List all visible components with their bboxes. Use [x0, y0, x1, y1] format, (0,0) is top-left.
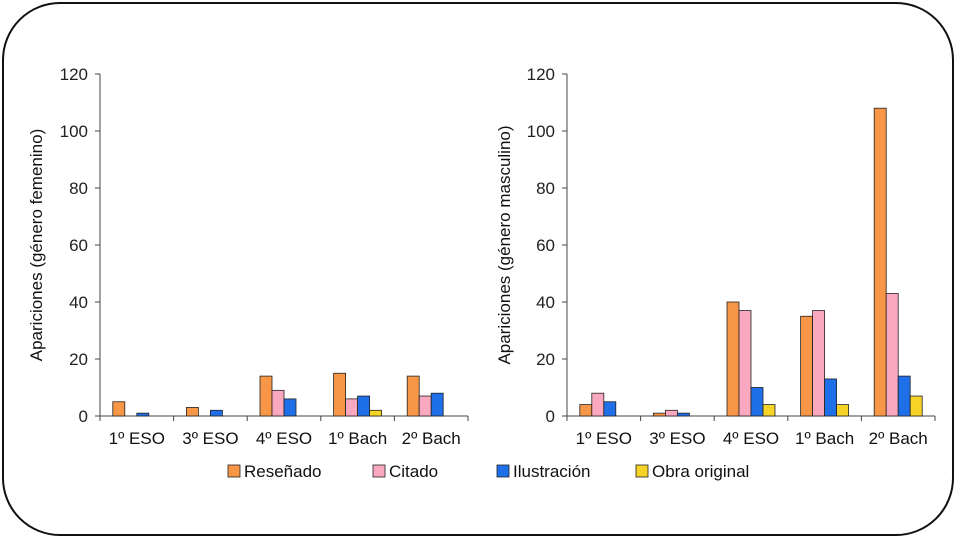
- bar-reseñado: [112, 401, 126, 417]
- x-tick-label: 1º ESO: [576, 429, 632, 448]
- chart-panel-2: 0 20 40 60 80 100 120 Apariciones (género mascu…: [495, 65, 936, 448]
- y-tick-label: 80: [69, 179, 88, 198]
- bar-ilustración: [136, 412, 150, 417]
- bar-ilustración: [603, 401, 617, 417]
- y-tick-label: 40: [536, 293, 555, 312]
- x-tick-label: 3º ESO: [182, 429, 238, 448]
- bar-ilustración: [283, 398, 297, 417]
- y-tick-label: 20: [536, 350, 555, 369]
- x-tick-label: 1º Bach: [795, 429, 854, 448]
- y-tick-label: 60: [536, 236, 555, 255]
- bar-citado: [665, 409, 678, 417]
- bar-reseñado: [406, 375, 420, 417]
- bar-reseñado: [579, 404, 593, 417]
- bar-ilustración: [430, 392, 444, 417]
- rounded-frame: [2, 2, 954, 536]
- bar-citado: [271, 389, 285, 417]
- y-tick-label: 0: [546, 407, 555, 426]
- y-tick-label: 60: [69, 236, 88, 255]
- bar-reseñado: [333, 372, 347, 417]
- bar-reseñado: [726, 301, 740, 417]
- x-tick-label: 2º Bach: [869, 429, 928, 448]
- bar-ilustración: [750, 387, 764, 417]
- legend-label: Ilustración: [513, 462, 590, 481]
- bar-obra-original: [369, 409, 383, 417]
- bar-citado: [812, 310, 825, 417]
- bar-obra-original: [762, 404, 776, 417]
- x-tick-label: 1º ESO: [109, 429, 165, 448]
- x-tick-label: 2º Bach: [402, 429, 461, 448]
- bar-reseñado: [259, 375, 273, 417]
- bar-obra-original: [909, 395, 923, 417]
- bar-ilustración: [357, 395, 371, 417]
- x-tick-label: 1º Bach: [328, 429, 387, 448]
- legend-swatch: [496, 464, 510, 478]
- legend-swatch: [227, 464, 241, 478]
- bar-citado: [885, 293, 899, 417]
- chart-panel-1: 0 20 40 60 80 100 120 Apariciones (género femen…: [27, 65, 469, 448]
- x-tick-label: 4º ESO: [723, 429, 779, 448]
- legend-swatch: [635, 464, 649, 478]
- y-tick-label: 20: [69, 350, 88, 369]
- y-tick-label: 40: [69, 293, 88, 312]
- bar-ilustración: [897, 375, 911, 417]
- bar-ilustración: [677, 412, 690, 417]
- y-tick-label: 120: [60, 65, 88, 84]
- bar-reseñado: [873, 107, 887, 417]
- y-tick-label: 0: [79, 407, 88, 426]
- bar-citado: [345, 398, 359, 417]
- legend-label: Reseñado: [244, 462, 322, 481]
- legend-swatch: [372, 464, 386, 478]
- legend-label: Obra original: [652, 462, 749, 481]
- y-axis-label: Apariciones (género femenino): [27, 129, 46, 361]
- bar-reseñado: [185, 407, 199, 417]
- legend-label: Citado: [389, 462, 438, 481]
- bar-obra-original: [836, 404, 849, 417]
- y-tick-label: 100: [60, 122, 88, 141]
- y-tick-label: 120: [527, 65, 555, 84]
- bar-reseñado: [653, 412, 666, 417]
- x-tick-label: 4º ESO: [256, 429, 312, 448]
- bar-ilustración: [824, 378, 837, 417]
- y-tick-label: 100: [527, 122, 555, 141]
- bar-citado: [738, 310, 752, 417]
- x-tick-label: 3º ESO: [649, 429, 705, 448]
- bar-citado: [591, 392, 605, 417]
- bar-citado: [418, 395, 432, 417]
- y-axis-label: Apariciones (género masculino): [495, 125, 514, 364]
- legend: Reseñado Citado Ilustración Obra original: [227, 462, 749, 481]
- y-tick-label: 80: [536, 179, 555, 198]
- bar-reseñado: [800, 315, 813, 417]
- bar-ilustración: [209, 409, 223, 417]
